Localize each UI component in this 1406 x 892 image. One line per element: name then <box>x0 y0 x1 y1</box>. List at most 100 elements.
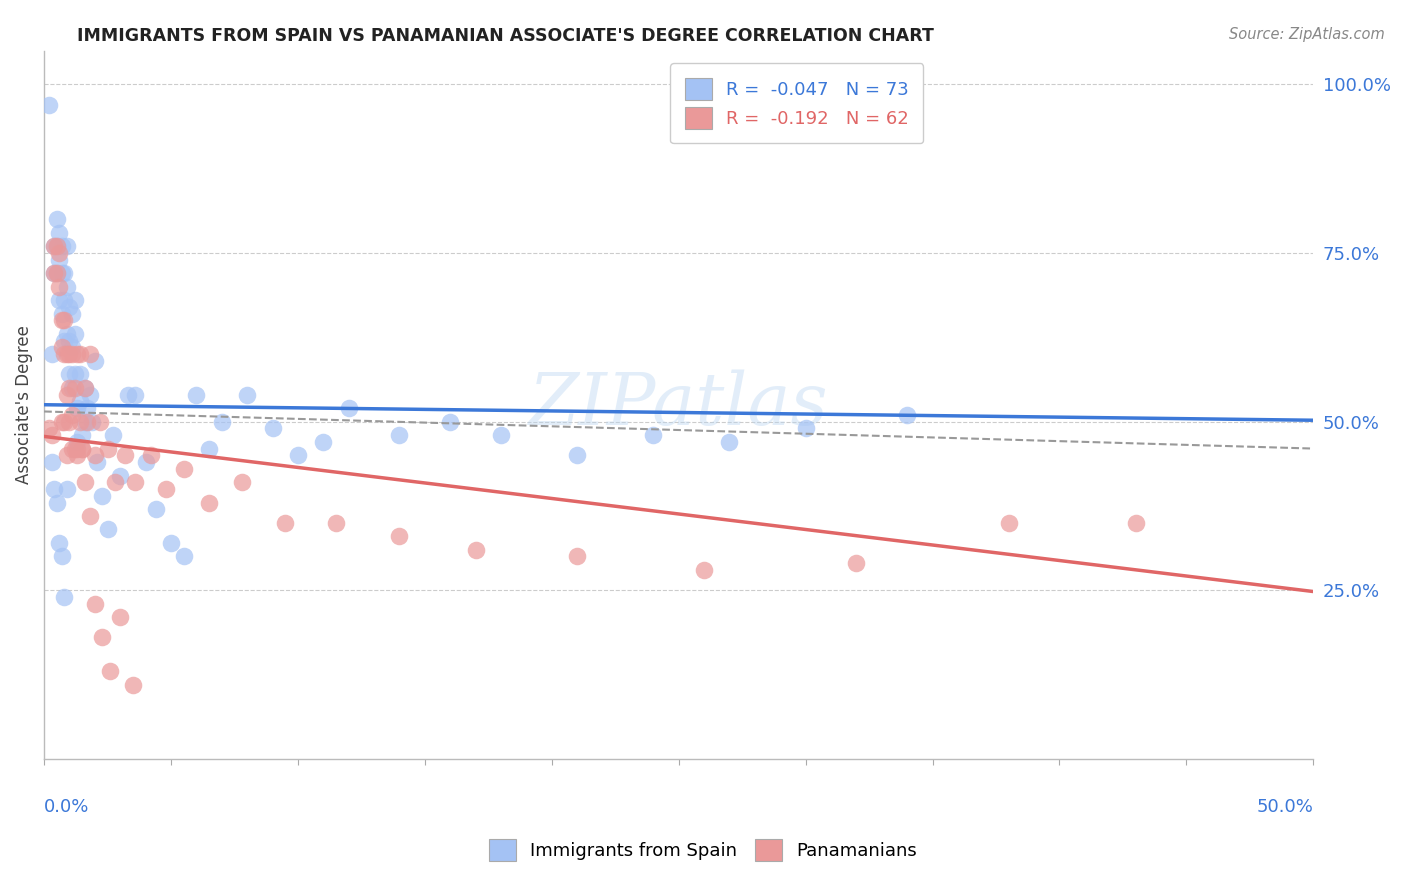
Point <box>41 455 63 469</box>
Point <box>53 590 76 604</box>
Point <box>60 408 83 422</box>
Point <box>63 293 86 308</box>
Point <box>45 239 67 253</box>
Point <box>489 428 512 442</box>
Point <box>997 516 1019 530</box>
Text: IMMIGRANTS FROM SPAIN VS PANAMANIAN ASSOCIATE'S DEGREE CORRELATION CHART: IMMIGRANTS FROM SPAIN VS PANAMANIAN ASSO… <box>77 27 934 45</box>
Point <box>643 428 665 442</box>
Point <box>60 442 83 456</box>
Point <box>388 428 411 442</box>
Point <box>198 495 221 509</box>
Point <box>56 347 79 361</box>
Point <box>117 387 139 401</box>
Point <box>56 448 79 462</box>
Point <box>41 347 63 361</box>
Point <box>60 340 83 354</box>
Point <box>124 475 146 490</box>
Point <box>73 381 96 395</box>
Point <box>45 266 67 280</box>
Point <box>70 442 93 456</box>
Point <box>97 442 120 456</box>
Point <box>53 313 76 327</box>
Point <box>198 442 221 456</box>
Point <box>160 536 183 550</box>
Point <box>63 381 86 395</box>
Point <box>236 387 259 401</box>
Point <box>73 415 96 429</box>
Point <box>58 334 80 348</box>
Point <box>274 516 297 530</box>
Point <box>186 387 208 401</box>
Point <box>110 468 132 483</box>
Point <box>124 387 146 401</box>
Point <box>38 97 60 112</box>
Text: Source: ZipAtlas.com: Source: ZipAtlas.com <box>1229 27 1385 42</box>
Point <box>58 347 80 361</box>
Point <box>91 489 114 503</box>
Point <box>60 347 83 361</box>
Point <box>41 428 63 442</box>
Point <box>53 293 76 308</box>
Point <box>70 428 93 442</box>
Text: ZIPatlas: ZIPatlas <box>529 369 828 440</box>
Point <box>110 610 132 624</box>
Point <box>66 442 89 456</box>
Point <box>97 523 120 537</box>
Point <box>45 212 67 227</box>
Point <box>66 434 89 449</box>
Point <box>287 448 309 462</box>
Point <box>58 415 80 429</box>
Point <box>173 549 195 564</box>
Point <box>262 421 284 435</box>
Point <box>44 266 66 280</box>
Point <box>45 495 67 509</box>
Point <box>58 300 80 314</box>
Point <box>44 239 66 253</box>
Point <box>91 631 114 645</box>
Point <box>38 421 60 435</box>
Point <box>48 536 70 550</box>
Point <box>51 313 73 327</box>
Point <box>56 482 79 496</box>
Point <box>51 415 73 429</box>
Point <box>114 448 136 462</box>
Point <box>48 226 70 240</box>
Point <box>464 542 486 557</box>
Point <box>718 434 741 449</box>
Legend: R =  -0.047   N = 73, R =  -0.192   N = 62: R = -0.047 N = 73, R = -0.192 N = 62 <box>671 63 924 144</box>
Point <box>44 239 66 253</box>
Point <box>173 462 195 476</box>
Point <box>337 401 360 416</box>
Point <box>60 307 83 321</box>
Point <box>53 347 76 361</box>
Point <box>79 347 101 361</box>
Point <box>76 401 98 416</box>
Point <box>51 266 73 280</box>
Point <box>794 421 817 435</box>
Point <box>45 266 67 280</box>
Point <box>56 326 79 341</box>
Point <box>56 387 79 401</box>
Point <box>69 394 91 409</box>
Point <box>211 415 233 429</box>
Point <box>51 549 73 564</box>
Point <box>122 677 145 691</box>
Point <box>83 597 105 611</box>
Point <box>76 415 98 429</box>
Point <box>145 502 167 516</box>
Point <box>89 415 111 429</box>
Point <box>439 415 461 429</box>
Point <box>73 381 96 395</box>
Point <box>56 279 79 293</box>
Point <box>48 279 70 293</box>
Point <box>60 381 83 395</box>
Point <box>45 239 67 253</box>
Point <box>1125 516 1147 530</box>
Point <box>63 442 86 456</box>
Point <box>58 368 80 382</box>
Point <box>86 455 108 469</box>
Point <box>70 442 93 456</box>
Point <box>83 354 105 368</box>
Point <box>44 266 66 280</box>
Point <box>48 246 70 260</box>
